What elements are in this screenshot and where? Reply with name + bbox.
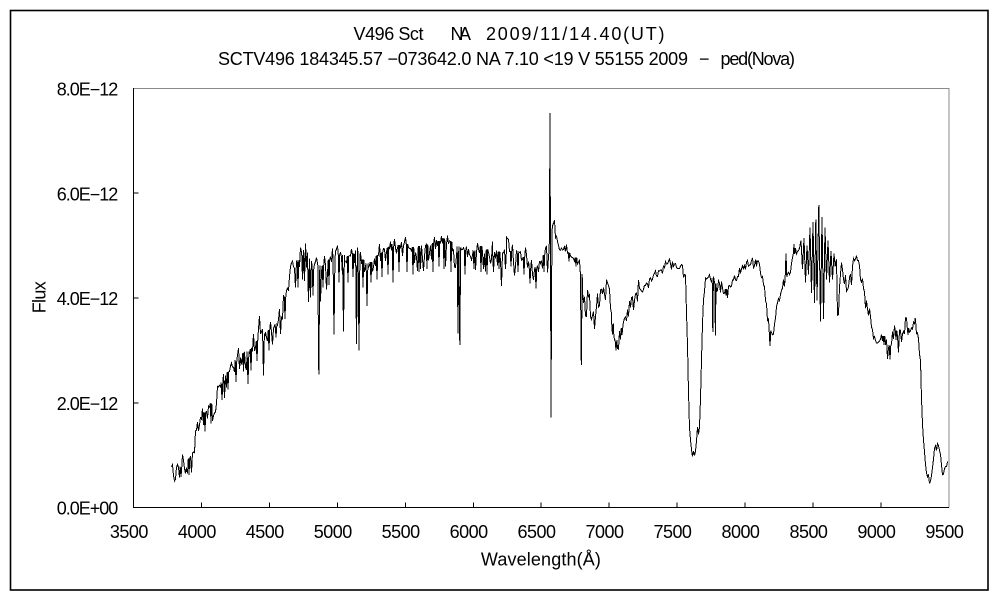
- svg-text:6.0E−12: 6.0E−12: [57, 184, 119, 204]
- svg-text:ped(Nova): ped(Nova): [721, 49, 796, 69]
- svg-text:6500: 6500: [518, 522, 557, 542]
- svg-text:NA: NA: [451, 24, 472, 44]
- svg-text:5000: 5000: [314, 522, 353, 542]
- svg-text:−: −: [699, 49, 710, 69]
- svg-text:4500: 4500: [246, 522, 285, 542]
- svg-text:7000: 7000: [586, 522, 625, 542]
- svg-text:9000: 9000: [857, 522, 896, 542]
- svg-text:8500: 8500: [789, 522, 828, 542]
- svg-text:6000: 6000: [450, 522, 489, 542]
- svg-text:Flux: Flux: [30, 281, 50, 313]
- svg-text:8.0E−12: 8.0E−12: [57, 80, 119, 100]
- svg-text:0.0E+00: 0.0E+00: [57, 499, 119, 519]
- svg-text:9500: 9500: [925, 522, 964, 542]
- svg-text:8000: 8000: [721, 522, 760, 542]
- svg-text:7500: 7500: [653, 522, 692, 542]
- svg-text:4000: 4000: [178, 522, 217, 542]
- svg-text:Wavelength(Å): Wavelength(Å): [481, 550, 601, 570]
- svg-text:V496 Sct: V496 Sct: [354, 24, 424, 44]
- svg-text:3500: 3500: [110, 522, 149, 542]
- svg-text:2.0E−12: 2.0E−12: [57, 394, 119, 414]
- svg-text:5500: 5500: [382, 522, 421, 542]
- svg-text:2009/11/14.40(UT): 2009/11/14.40(UT): [486, 24, 665, 44]
- svg-text:SCTV496 184345.57 −073642.0 NA: SCTV496 184345.57 −073642.0 NA 7.10 <19 …: [218, 49, 688, 69]
- svg-text:4.0E−12: 4.0E−12: [57, 289, 119, 309]
